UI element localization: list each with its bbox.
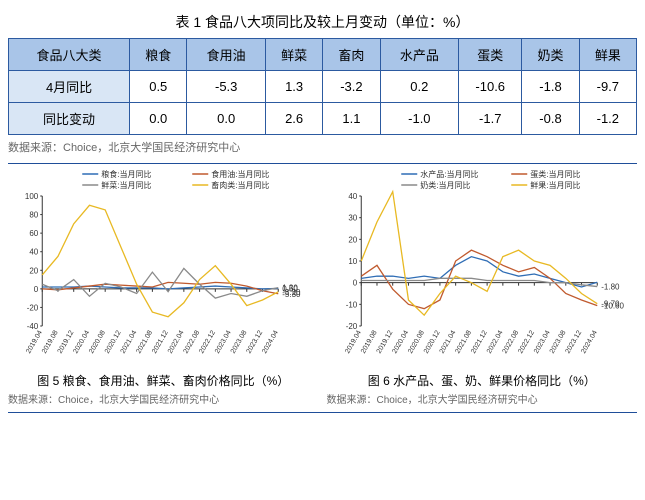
col-2: 鲜菜 (265, 39, 322, 71)
row0-label: 4月同比 (9, 71, 130, 103)
svg-text:鲜果:当月同比: 鲜果:当月同比 (530, 180, 580, 190)
svg-text:-10.60: -10.60 (601, 302, 624, 311)
svg-text:30: 30 (348, 214, 357, 223)
col-6: 奶类 (522, 39, 579, 71)
row1-label: 同比变动 (9, 103, 130, 135)
r1c5: -1.7 (459, 103, 522, 135)
r1c3: 1.1 (323, 103, 380, 135)
chart-left-col: 粮食:当月同比食用油:当月同比鲜菜:当月同比畜肉类:当月同比-40-200204… (8, 168, 319, 408)
svg-text:蛋类:当月同比: 蛋类:当月同比 (530, 169, 580, 179)
chart-right-caption: 图 6 水产品、蛋、奶、鲜果价格同比（%） (327, 372, 638, 389)
table-source: 数据来源：Choice，北京大学国民经济研究中心 (8, 139, 637, 155)
svg-text:-20: -20 (27, 303, 39, 312)
svg-text:畜肉类:当月同比: 畜肉类:当月同比 (211, 180, 269, 190)
charts-row: 粮食:当月同比食用油:当月同比鲜菜:当月同比畜肉类:当月同比-40-200204… (8, 163, 637, 413)
svg-text:鲜菜:当月同比: 鲜菜:当月同比 (101, 180, 151, 190)
r1c1: 0.0 (187, 103, 266, 135)
chart-right-source: 数据来源：Choice，北京大学国民经济研究中心 (327, 391, 638, 406)
svg-text:40: 40 (29, 248, 38, 257)
svg-text:60: 60 (29, 229, 38, 238)
chart-left-caption: 图 5 粮食、食用油、鲜菜、畜肉价格同比（%） (8, 372, 319, 389)
svg-text:-10: -10 (345, 300, 357, 309)
svg-text:0: 0 (352, 279, 357, 288)
r0c7: -9.7 (579, 71, 636, 103)
table-title: 表 1 食品八大项同比及较上月变动（单位：%） (8, 12, 637, 32)
r1c0: 0.0 (130, 103, 187, 135)
col-4: 水产品 (380, 39, 459, 71)
svg-text:40: 40 (348, 192, 357, 201)
svg-text:食用油:当月同比: 食用油:当月同比 (211, 169, 269, 179)
svg-text:20: 20 (348, 235, 357, 244)
r0c4: 0.2 (380, 71, 459, 103)
svg-text:80: 80 (29, 211, 38, 220)
svg-text:10: 10 (348, 257, 357, 266)
r1c2: 2.6 (265, 103, 322, 135)
svg-text:水产品:当月同比: 水产品:当月同比 (420, 169, 478, 179)
chart-left-source: 数据来源：Choice，北京大学国民经济研究中心 (8, 391, 319, 406)
col-7: 鲜果 (579, 39, 636, 71)
chart-right: 水产品:当月同比蛋类:当月同比奶类:当月同比鲜果:当月同比-20-1001020… (327, 168, 638, 368)
svg-text:-1.80: -1.80 (601, 283, 620, 292)
table-header-label: 食品八大类 (9, 39, 130, 71)
svg-text:粮食:当月同比: 粮食:当月同比 (101, 169, 151, 179)
svg-text:0: 0 (34, 285, 39, 294)
col-3: 畜肉 (323, 39, 380, 71)
col-0: 粮食 (130, 39, 187, 71)
r0c3: -3.2 (323, 71, 380, 103)
r0c1: -5.3 (187, 71, 266, 103)
r0c6: -1.8 (522, 71, 579, 103)
col-1: 食用油 (187, 39, 266, 71)
r0c2: 1.3 (265, 71, 322, 103)
r0c5: -10.6 (459, 71, 522, 103)
chart-left: 粮食:当月同比食用油:当月同比鲜菜:当月同比畜肉类:当月同比-40-200204… (8, 168, 319, 368)
r1c6: -0.8 (522, 103, 579, 135)
svg-text:-5.30: -5.30 (282, 290, 301, 299)
col-5: 蛋类 (459, 39, 522, 71)
r1c7: -1.2 (579, 103, 636, 135)
svg-text:20: 20 (29, 266, 38, 275)
chart-right-col: 水产品:当月同比蛋类:当月同比奶类:当月同比鲜果:当月同比-20-1001020… (327, 168, 638, 408)
svg-text:100: 100 (25, 192, 39, 201)
r0c0: 0.5 (130, 71, 187, 103)
data-table: 食品八大类 粮食 食用油 鲜菜 畜肉 水产品 蛋类 奶类 鲜果 4月同比 0.5… (8, 38, 637, 135)
r1c4: -1.0 (380, 103, 459, 135)
svg-text:奶类:当月同比: 奶类:当月同比 (420, 180, 470, 190)
